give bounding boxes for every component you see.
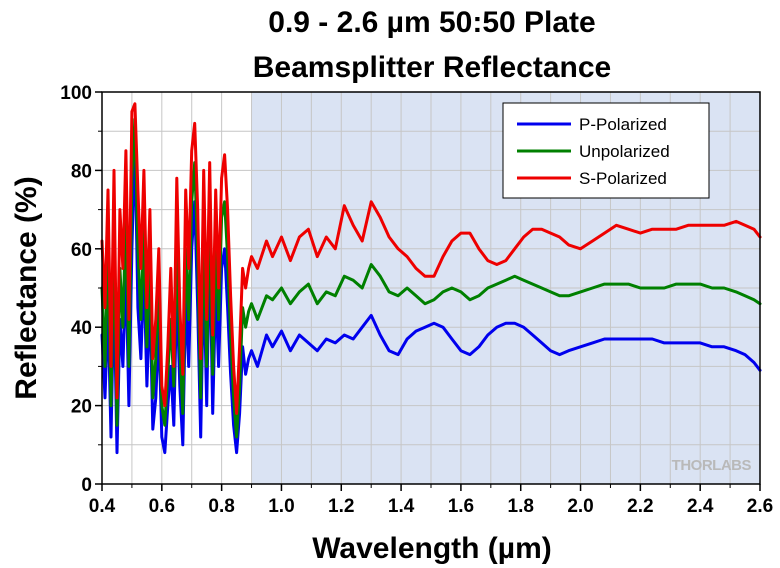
x-tick-label: 2.6: [747, 496, 773, 517]
x-tick-label: 1.6: [448, 496, 474, 517]
thorlabs-watermark: THORLABS: [672, 457, 752, 474]
x-tick-label: 1.0: [268, 496, 294, 517]
legend: P-Polarized Unpolarized S-Polarized: [502, 102, 710, 199]
y-tick-label: 60: [71, 240, 92, 261]
legend-label-unpolarized: Unpolarized: [579, 142, 670, 161]
legend-label-p-polarized: P-Polarized: [579, 115, 667, 134]
y-tick-label: 100: [60, 83, 92, 104]
chart-title-line2: Beamsplitter Reflectance: [253, 51, 611, 84]
x-tick-label: 0.4: [89, 496, 116, 517]
y-tick-label: 80: [71, 161, 92, 182]
y-axis-label: Reflectance (%): [10, 176, 43, 399]
axis-ticks: 0.4 0.6 0.8 1.0 1.2 1.4 1.6 1.8 2.0 2.2 2.4 2.6 0 20 4…: [60, 83, 773, 517]
y-tick-label: 20: [71, 397, 92, 418]
series-line-s-polarized: [100, 102, 762, 415]
x-axis-label: Wavelength (µm): [312, 532, 552, 565]
x-tick-label: 0.6: [149, 496, 175, 517]
x-tick-label: 1.8: [508, 496, 534, 517]
legend-label-s-polarized: S-Polarized: [579, 169, 667, 188]
series-line-p-polarized: [100, 137, 762, 455]
series-line-unpolarized: [100, 117, 762, 439]
y-tick-label: 0: [81, 475, 92, 496]
x-tick-label: 1.2: [328, 496, 354, 517]
x-tick-label: 2.2: [627, 496, 653, 517]
series-layer: [100, 102, 762, 455]
x-tick-label: 2.0: [567, 496, 593, 517]
x-tick-label: 0.8: [208, 496, 234, 517]
chart-title-line1: 0.9 - 2.6 µm 50:50 Plate: [268, 6, 595, 39]
x-tick-label: 1.4: [388, 496, 415, 517]
x-tick-label: 2.4: [687, 496, 714, 517]
y-tick-label: 40: [71, 318, 92, 339]
